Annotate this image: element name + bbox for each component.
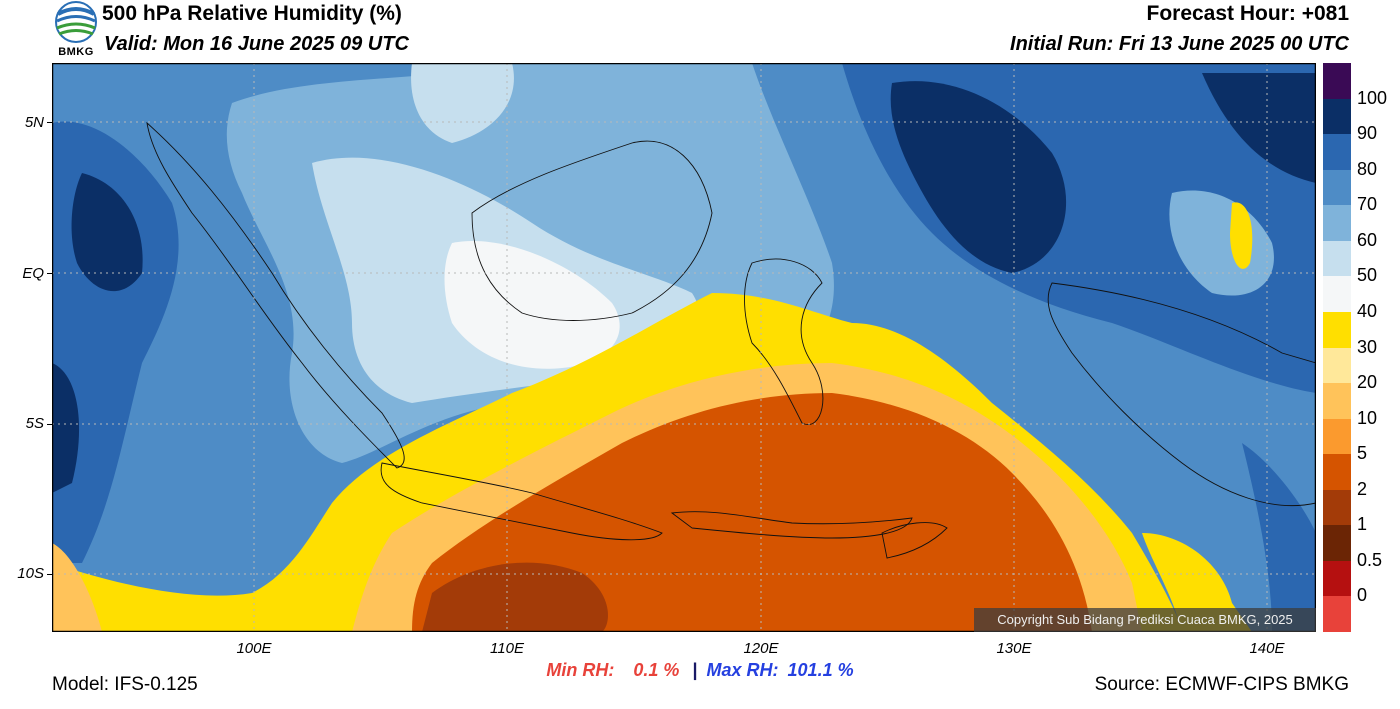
lesser-sunda-coast	[670, 511, 913, 539]
dry-zone-1-2	[422, 562, 608, 632]
colorbar-swatch	[1323, 596, 1351, 632]
colorbar-label: 30	[1357, 336, 1378, 357]
coastlines	[146, 121, 1316, 559]
humid-core-east	[890, 81, 1067, 273]
colorbar-label: 10	[1357, 407, 1378, 428]
copyright-notice: Copyright Sub Bidang Prediksi Cuaca BMKG…	[974, 608, 1316, 632]
colorbar-swatch	[1323, 383, 1351, 419]
humidity-map	[52, 63, 1316, 632]
lon-label-130e: 130E	[996, 640, 1032, 657]
colorbar-swatch	[1323, 169, 1351, 206]
stats-separator: |	[692, 660, 698, 680]
lon-label-100e: 100E	[236, 640, 272, 657]
humid-zone-southeast	[1242, 443, 1316, 632]
graticule	[52, 63, 1316, 632]
lon-label-140e: 140E	[1249, 640, 1285, 657]
bmkg-logo	[52, 0, 102, 60]
colorbar-swatch	[1323, 205, 1351, 241]
colorbar-label: 1	[1357, 514, 1368, 535]
chart-title: 500 hPa Relative Humidity (%)	[102, 2, 402, 25]
lat-tick	[47, 574, 52, 575]
sumatra-coast	[146, 121, 405, 469]
colorbar-label: 70	[1357, 194, 1378, 215]
max-rh-value: 101.1 %	[787, 660, 854, 680]
humid-core-west	[71, 173, 143, 292]
logo-text: BMKG	[58, 46, 94, 58]
dry-patch-southwest	[52, 543, 102, 632]
sulawesi-coast	[744, 258, 824, 425]
colorbar-label: 50	[1357, 265, 1378, 286]
lat-tick	[47, 122, 52, 123]
rh-stats: Min RH: 0.1 % | Max RH: 101.1 %	[0, 660, 1400, 681]
dry-patch-east	[1230, 202, 1253, 269]
colorbar-label: 0.5	[1357, 549, 1383, 570]
dry-patch-southeast	[1142, 533, 1252, 632]
lat-label-5n: 5N	[24, 114, 44, 131]
lat-label-5s: 5S	[25, 415, 44, 432]
lon-label-110e: 110E	[490, 640, 524, 657]
dry-zone-2-5	[412, 393, 1092, 632]
colorbar-swatch	[1323, 489, 1351, 526]
lat-tick	[47, 273, 52, 274]
colorbar-label: 100	[1357, 87, 1388, 108]
lat-tick	[47, 424, 52, 425]
colorbar-swatch	[1323, 560, 1351, 597]
colorbar-swatch	[1323, 63, 1351, 99]
low-moisture-north	[411, 63, 514, 143]
source-info: Source: ECMWF-CIPS BMKG	[1094, 674, 1349, 695]
colorbar-label: 5	[1357, 443, 1368, 464]
min-rh-value: 0.1 %	[633, 660, 680, 680]
colorbar-swatch	[1323, 98, 1351, 135]
valid-time: Valid: Mon 16 June 2025 09 UTC	[104, 33, 409, 55]
colorbar	[1323, 63, 1351, 632]
colorbar-label: 90	[1357, 123, 1378, 144]
forecast-hour: Forecast Hour: +081	[1146, 2, 1350, 25]
colorbar-swatch	[1323, 134, 1351, 170]
dry-zone-central	[444, 241, 620, 369]
java-coast	[380, 462, 663, 541]
colorbar-label: 2	[1357, 478, 1368, 499]
min-rh-label: Min RH:	[546, 660, 615, 680]
timor-coast	[881, 522, 948, 559]
colorbar-swatch	[1323, 525, 1351, 561]
map-frame	[52, 63, 1316, 632]
colorbar-swatch	[1323, 418, 1351, 455]
lon-label-120e: 120E	[743, 640, 779, 657]
colorbar-swatch	[1323, 276, 1351, 312]
lat-label-10s: 10S	[17, 565, 44, 582]
colorbar-label: 60	[1357, 229, 1378, 250]
colorbar-swatch	[1323, 311, 1351, 348]
colorbar-label: 0	[1357, 585, 1368, 606]
humid-core-northeast	[1202, 73, 1316, 183]
colorbar-label: 40	[1357, 300, 1378, 321]
colorbar-swatch	[1323, 347, 1351, 384]
lat-label-eq: EQ	[22, 265, 44, 282]
model-info: Model: IFS-0.125	[52, 674, 198, 695]
papua-coast	[1047, 282, 1316, 507]
colorbar-swatch	[1323, 240, 1351, 277]
colorbar-label: 80	[1357, 158, 1378, 179]
colorbar-swatch	[1323, 454, 1351, 490]
max-rh-label: Max RH:	[706, 660, 779, 680]
borneo-coast	[471, 140, 713, 321]
colorbar-label: 20	[1357, 372, 1378, 393]
humid-core-southwest	[52, 363, 80, 493]
initial-run: Initial Run: Fri 13 June 2025 00 UTC	[1010, 33, 1349, 55]
